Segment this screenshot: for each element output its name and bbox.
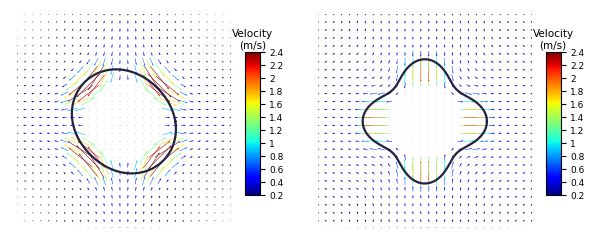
- Title: Velocity
(m/s): Velocity (m/s): [232, 29, 273, 50]
- Title: Velocity
(m/s): Velocity (m/s): [533, 29, 573, 50]
